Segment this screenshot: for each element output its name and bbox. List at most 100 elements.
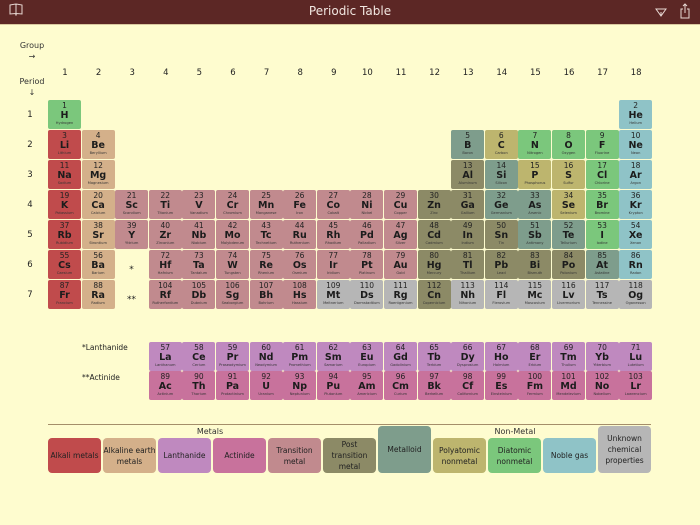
element-tile[interactable]: 56 Ba Barium xyxy=(81,250,115,279)
element-tile[interactable]: 33 As Arsenic xyxy=(518,190,552,219)
element-tile[interactable]: 4 Be Beryllium xyxy=(81,130,115,159)
element-tile[interactable]: 30 Zn Zinc xyxy=(417,190,451,219)
element-tile[interactable]: 95 Am Americium xyxy=(350,371,384,400)
element-tile[interactable]: 72 Hf Hafnium xyxy=(148,250,182,279)
element-tile[interactable]: 13 Al Aluminum xyxy=(451,160,485,189)
element-tile[interactable]: 9 F Fluorine xyxy=(585,130,619,159)
element-tile[interactable]: 99 Es Einsteinium xyxy=(484,371,518,400)
element-tile[interactable]: 113 Nh Nihonium xyxy=(451,280,485,309)
legend-metalloid[interactable]: Metalloid xyxy=(378,426,431,473)
element-tile[interactable]: 82 Pb Lead xyxy=(484,250,518,279)
element-tile[interactable]: 100 Fm Fermium xyxy=(518,371,552,400)
element-tile[interactable]: 35 Br Bromine xyxy=(585,190,619,219)
element-tile[interactable]: 45 Rh Rhodium xyxy=(316,220,350,249)
element-tile[interactable]: 84 Po Polonium xyxy=(552,250,585,279)
element-tile[interactable]: 69 Tm Thulium xyxy=(552,342,585,371)
element-tile[interactable]: 18 Ar Argon xyxy=(619,160,653,189)
element-tile[interactable]: 15 P Phosphorus xyxy=(518,160,552,189)
element-tile[interactable]: 63 Eu Europium xyxy=(350,342,384,371)
element-tile[interactable]: 89 Ac Actinium xyxy=(148,371,182,400)
legend-alkali[interactable]: Alkali metals xyxy=(48,438,101,473)
element-tile[interactable]: 6 C Carbon xyxy=(484,130,518,159)
book-icon[interactable] xyxy=(9,3,23,19)
element-tile[interactable]: 88 Ra Radium xyxy=(81,280,115,309)
element-tile[interactable]: 105 Db Dubnium xyxy=(182,280,216,309)
legend-actinide[interactable]: Actinide xyxy=(213,438,266,473)
element-tile[interactable]: 1 H Hydrogen xyxy=(48,100,81,129)
legend-post[interactable]: Post transition metal xyxy=(323,438,376,473)
element-tile[interactable]: 109 Mt Meitnerium xyxy=(316,280,350,309)
element-tile[interactable]: 42 Mo Molybdenum xyxy=(216,220,249,249)
element-tile[interactable]: 65 Tb Terbium xyxy=(417,342,451,371)
element-tile[interactable]: 73 Ta Tantalum xyxy=(182,250,216,279)
element-tile[interactable]: 110 Ds Darmstadtium xyxy=(350,280,384,309)
element-tile[interactable]: 17 Cl Chlorine xyxy=(585,160,619,189)
element-tile[interactable]: 111 Rg Roentgenium xyxy=(384,280,417,309)
legend-unknown[interactable]: Unknown chemical properties xyxy=(598,426,651,473)
element-tile[interactable]: 59 Pr Praseodymium xyxy=(216,342,249,371)
element-tile[interactable]: 98 Cf Californium xyxy=(451,371,485,400)
element-tile[interactable]: 37 Rb Rubidium xyxy=(48,220,81,249)
element-tile[interactable]: 91 Pa Protactinium xyxy=(216,371,249,400)
element-tile[interactable]: 62 Sm Samarium xyxy=(316,342,350,371)
element-tile[interactable]: 55 Cs Caesium xyxy=(48,250,81,279)
element-tile[interactable]: 12 Mg Magnesium xyxy=(81,160,115,189)
element-tile[interactable]: 31 Ga Gallium xyxy=(451,190,485,219)
element-tile[interactable]: 85 At Astatine xyxy=(585,250,619,279)
element-tile[interactable]: 87 Fr Francium xyxy=(48,280,81,309)
element-tile[interactable]: 3 Li Lithium xyxy=(48,130,81,159)
filter-icon[interactable] xyxy=(655,6,667,20)
element-tile[interactable]: 83 Bi Bismuth xyxy=(518,250,552,279)
element-tile[interactable]: 41 Nb Niobium xyxy=(182,220,216,249)
element-tile[interactable]: 49 In Indium xyxy=(451,220,485,249)
element-tile[interactable]: 24 Cr Chromium xyxy=(216,190,249,219)
element-tile[interactable]: 116 Lv Livermorium xyxy=(552,280,585,309)
element-tile[interactable]: 102 No Nobelium xyxy=(585,371,619,400)
element-tile[interactable]: 14 Si Silicon xyxy=(484,160,518,189)
legend-transition[interactable]: Transition metal xyxy=(268,438,321,473)
legend-polyatomic[interactable]: Polyatomic nonmetal xyxy=(433,438,486,473)
element-tile[interactable]: 26 Fe Iron xyxy=(283,190,317,219)
element-tile[interactable]: 71 Lu Lutetium xyxy=(619,342,653,371)
element-tile[interactable]: 29 Cu Copper xyxy=(384,190,417,219)
element-tile[interactable]: 46 Pd Palladium xyxy=(350,220,384,249)
element-tile[interactable]: 92 U Uranium xyxy=(249,371,283,400)
element-tile[interactable]: 2 He Helium xyxy=(619,100,653,129)
element-tile[interactable]: 36 Kr Krypton xyxy=(619,190,653,219)
element-tile[interactable]: 32 Ge Germanium xyxy=(484,190,518,219)
element-tile[interactable]: 96 Cm Curium xyxy=(384,371,417,400)
share-icon[interactable] xyxy=(680,3,690,22)
element-tile[interactable]: 77 Ir Iridium xyxy=(316,250,350,279)
element-tile[interactable]: 19 K Potassium xyxy=(48,190,81,219)
element-tile[interactable]: 94 Pu Plutonium xyxy=(316,371,350,400)
element-tile[interactable]: 22 Ti Titanium xyxy=(148,190,182,219)
element-tile[interactable]: 90 Th Thorium xyxy=(182,371,216,400)
element-tile[interactable]: 106 Sg Seaborgium xyxy=(216,280,249,309)
element-tile[interactable]: 112 Cn Copernicium xyxy=(417,280,451,309)
element-tile[interactable]: 117 Ts Tennessine xyxy=(585,280,619,309)
element-tile[interactable]: 38 Sr Strontium xyxy=(81,220,115,249)
element-tile[interactable]: 20 Ca Calcium xyxy=(81,190,115,219)
element-tile[interactable]: 48 Cd Cadmium xyxy=(417,220,451,249)
element-tile[interactable]: 50 Sn Tin xyxy=(484,220,518,249)
element-tile[interactable]: 68 Er Erbium xyxy=(518,342,552,371)
legend-noble[interactable]: Noble gas xyxy=(543,438,596,473)
element-tile[interactable]: 80 Hg Mercury xyxy=(417,250,451,279)
element-tile[interactable]: 60 Nd Neodymium xyxy=(249,342,283,371)
element-tile[interactable]: 118 Og Oganesson xyxy=(619,280,653,309)
element-tile[interactable]: 61 Pm Promethium xyxy=(283,342,317,371)
element-tile[interactable]: 64 Gd Gadolinium xyxy=(384,342,417,371)
element-tile[interactable]: 104 Rf Rutherfordium xyxy=(148,280,182,309)
element-tile[interactable]: 67 Ho Holmium xyxy=(484,342,518,371)
element-tile[interactable]: 108 Hs Hassium xyxy=(283,280,317,309)
element-tile[interactable]: 8 O Oxygen xyxy=(552,130,585,159)
element-tile[interactable]: 76 Os Osmium xyxy=(283,250,317,279)
element-tile[interactable]: 115 Mc Moscovium xyxy=(518,280,552,309)
element-tile[interactable]: 16 S Sulfur xyxy=(552,160,585,189)
element-tile[interactable]: 25 Mn Manganese xyxy=(249,190,283,219)
element-tile[interactable]: 5 B Boron xyxy=(451,130,485,159)
element-tile[interactable]: 107 Bh Bohrium xyxy=(249,280,283,309)
element-tile[interactable]: 7 N Nitrogen xyxy=(518,130,552,159)
element-tile[interactable]: 28 Ni Nickel xyxy=(350,190,384,219)
element-tile[interactable]: 43 Tc Technetium xyxy=(249,220,283,249)
